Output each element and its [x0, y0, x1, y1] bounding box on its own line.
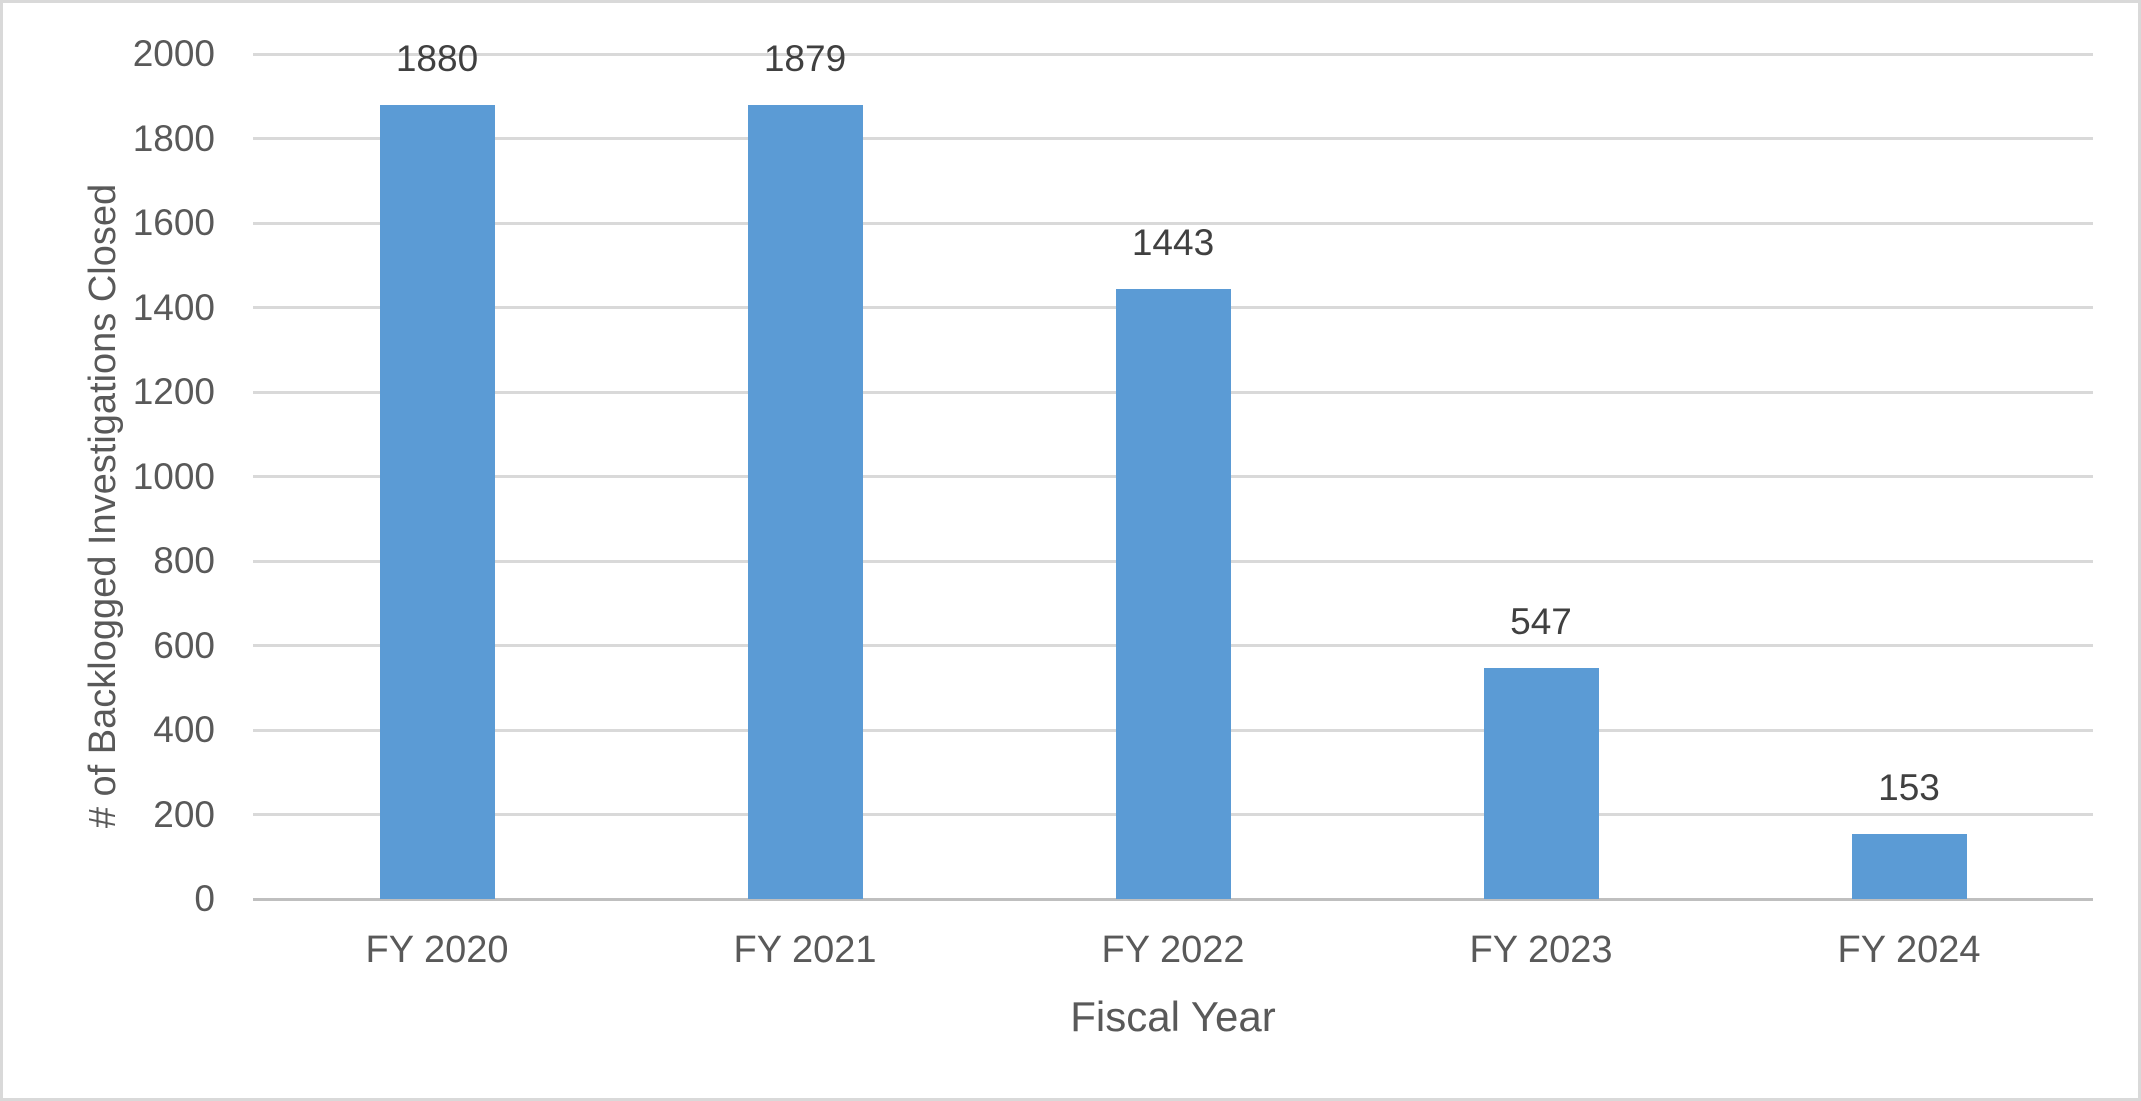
data-label: 1879	[763, 38, 847, 80]
y-tick-label: 1600	[132, 202, 215, 243]
bar-fy-2023	[1483, 667, 1599, 899]
data-label: 1880	[395, 37, 479, 79]
x-category-label: FY 2023	[1469, 929, 1613, 971]
gridline	[253, 52, 2093, 56]
y-tick-label: 600	[153, 624, 215, 666]
x-category-label: FY 2021	[733, 929, 877, 971]
bar-fy-2022	[1115, 289, 1231, 899]
y-tick-label: 1200	[132, 371, 215, 412]
x-category-label: FY 2024	[1837, 929, 1981, 971]
y-tick-label: 1800	[132, 117, 215, 159]
y-tick-label: 200	[153, 793, 215, 835]
x-axis-line	[253, 897, 2093, 901]
y-tick-label: 400	[153, 709, 215, 750]
gridline	[253, 221, 2093, 225]
x-category-label: FY 2020	[365, 929, 509, 971]
gridline	[253, 137, 2093, 140]
y-tick-label: 0	[194, 878, 215, 919]
x-axis-title: Fiscal Year	[1070, 993, 1276, 1040]
y-tick-label: 2000	[132, 33, 215, 74]
data-label: 547	[1510, 600, 1572, 642]
x-category-label: FY 2022	[1101, 929, 1245, 971]
data-label: 153	[1878, 767, 1940, 809]
y-tick-label: 800	[153, 540, 215, 581]
y-tick-label: 1000	[132, 455, 215, 497]
bar-fy-2021	[747, 105, 863, 899]
y-tick-label: 1400	[132, 286, 215, 328]
bar-fy-2020	[379, 104, 495, 899]
bar-fy-2024	[1851, 834, 1967, 899]
data-label: 1443	[1131, 222, 1215, 264]
